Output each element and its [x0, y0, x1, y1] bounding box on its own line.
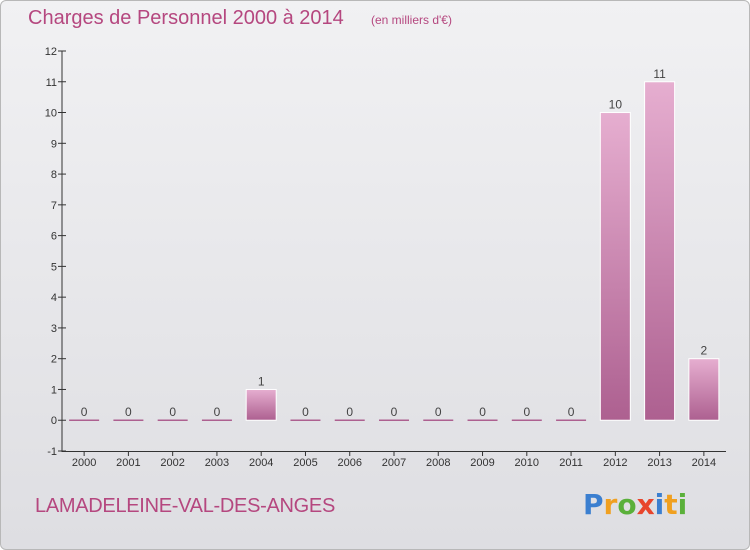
x-tick-label: 2009 — [470, 457, 494, 469]
y-tick-label: 1 — [51, 384, 57, 396]
data-label: 0 — [435, 405, 442, 419]
y-tick-label: 9 — [51, 138, 57, 150]
y-tick-label: 0 — [51, 415, 57, 427]
data-label: 0 — [346, 405, 353, 419]
x-tick-label: 2014 — [692, 457, 716, 469]
x-tick-label: 2010 — [515, 457, 539, 469]
data-label: 0 — [125, 405, 132, 419]
data-label: 0 — [214, 405, 221, 419]
data-label: 10 — [609, 98, 623, 112]
x-tick-label: 2011 — [559, 457, 583, 469]
y-tick-label: 11 — [46, 77, 57, 89]
y-tick-label: 4 — [51, 292, 57, 304]
logo-letter: i — [654, 488, 665, 521]
y-tick-label: 2 — [51, 354, 57, 366]
unit-note: (en milliers d'€) — [371, 13, 452, 27]
y-tick-label: 5 — [51, 261, 57, 273]
y-tick-label: 7 — [51, 200, 57, 212]
logo-letter: x — [636, 488, 655, 521]
logo-letter: i — [677, 488, 688, 521]
data-label: 2 — [701, 344, 708, 358]
data-label: 0 — [523, 405, 530, 419]
x-tick-label: 2000 — [72, 457, 96, 469]
bar — [599, 112, 631, 421]
data-label: 0 — [568, 405, 575, 419]
bar — [688, 358, 720, 421]
x-tick-label: 2004 — [249, 457, 273, 469]
chart-title: Charges de Personnel 2000 à 2014 — [28, 7, 344, 29]
logo-letter: o — [617, 488, 637, 521]
commune-name: LAMADELEINE-VAL-DES-ANGES — [35, 495, 335, 517]
y-tick-label: 8 — [51, 169, 57, 181]
proxiti-logo[interactable]: Proxiti — [583, 488, 687, 521]
logo-letter: r — [603, 488, 618, 521]
x-tick-label: 2001 — [116, 457, 140, 469]
logo-letter: t — [664, 488, 678, 521]
logo-letter: P — [583, 488, 604, 521]
data-label: 1 — [258, 374, 265, 388]
x-tick-label: 2005 — [293, 457, 317, 469]
y-tick-label: 10 — [45, 108, 57, 120]
x-tick-label: 2008 — [426, 457, 450, 469]
data-label: 0 — [391, 405, 398, 419]
data-label: 0 — [169, 405, 176, 419]
x-tick-label: 2013 — [647, 457, 671, 469]
data-label: 0 — [302, 405, 309, 419]
bar — [644, 81, 676, 421]
y-tick-label: 12 — [45, 46, 57, 58]
x-tick-label: 2002 — [160, 457, 184, 469]
data-label: 0 — [479, 405, 486, 419]
data-label: 0 — [81, 405, 88, 419]
data-label: 11 — [653, 67, 666, 81]
y-tick-label: 3 — [51, 323, 57, 335]
x-tick-label: 2012 — [603, 457, 627, 469]
y-tick-label: 6 — [51, 231, 57, 243]
x-tick-label: 2003 — [205, 457, 229, 469]
bar — [245, 388, 277, 421]
x-tick-label: 2007 — [382, 457, 406, 469]
x-tick-label: 2006 — [337, 457, 361, 469]
y-tick-label: -1 — [47, 446, 57, 458]
